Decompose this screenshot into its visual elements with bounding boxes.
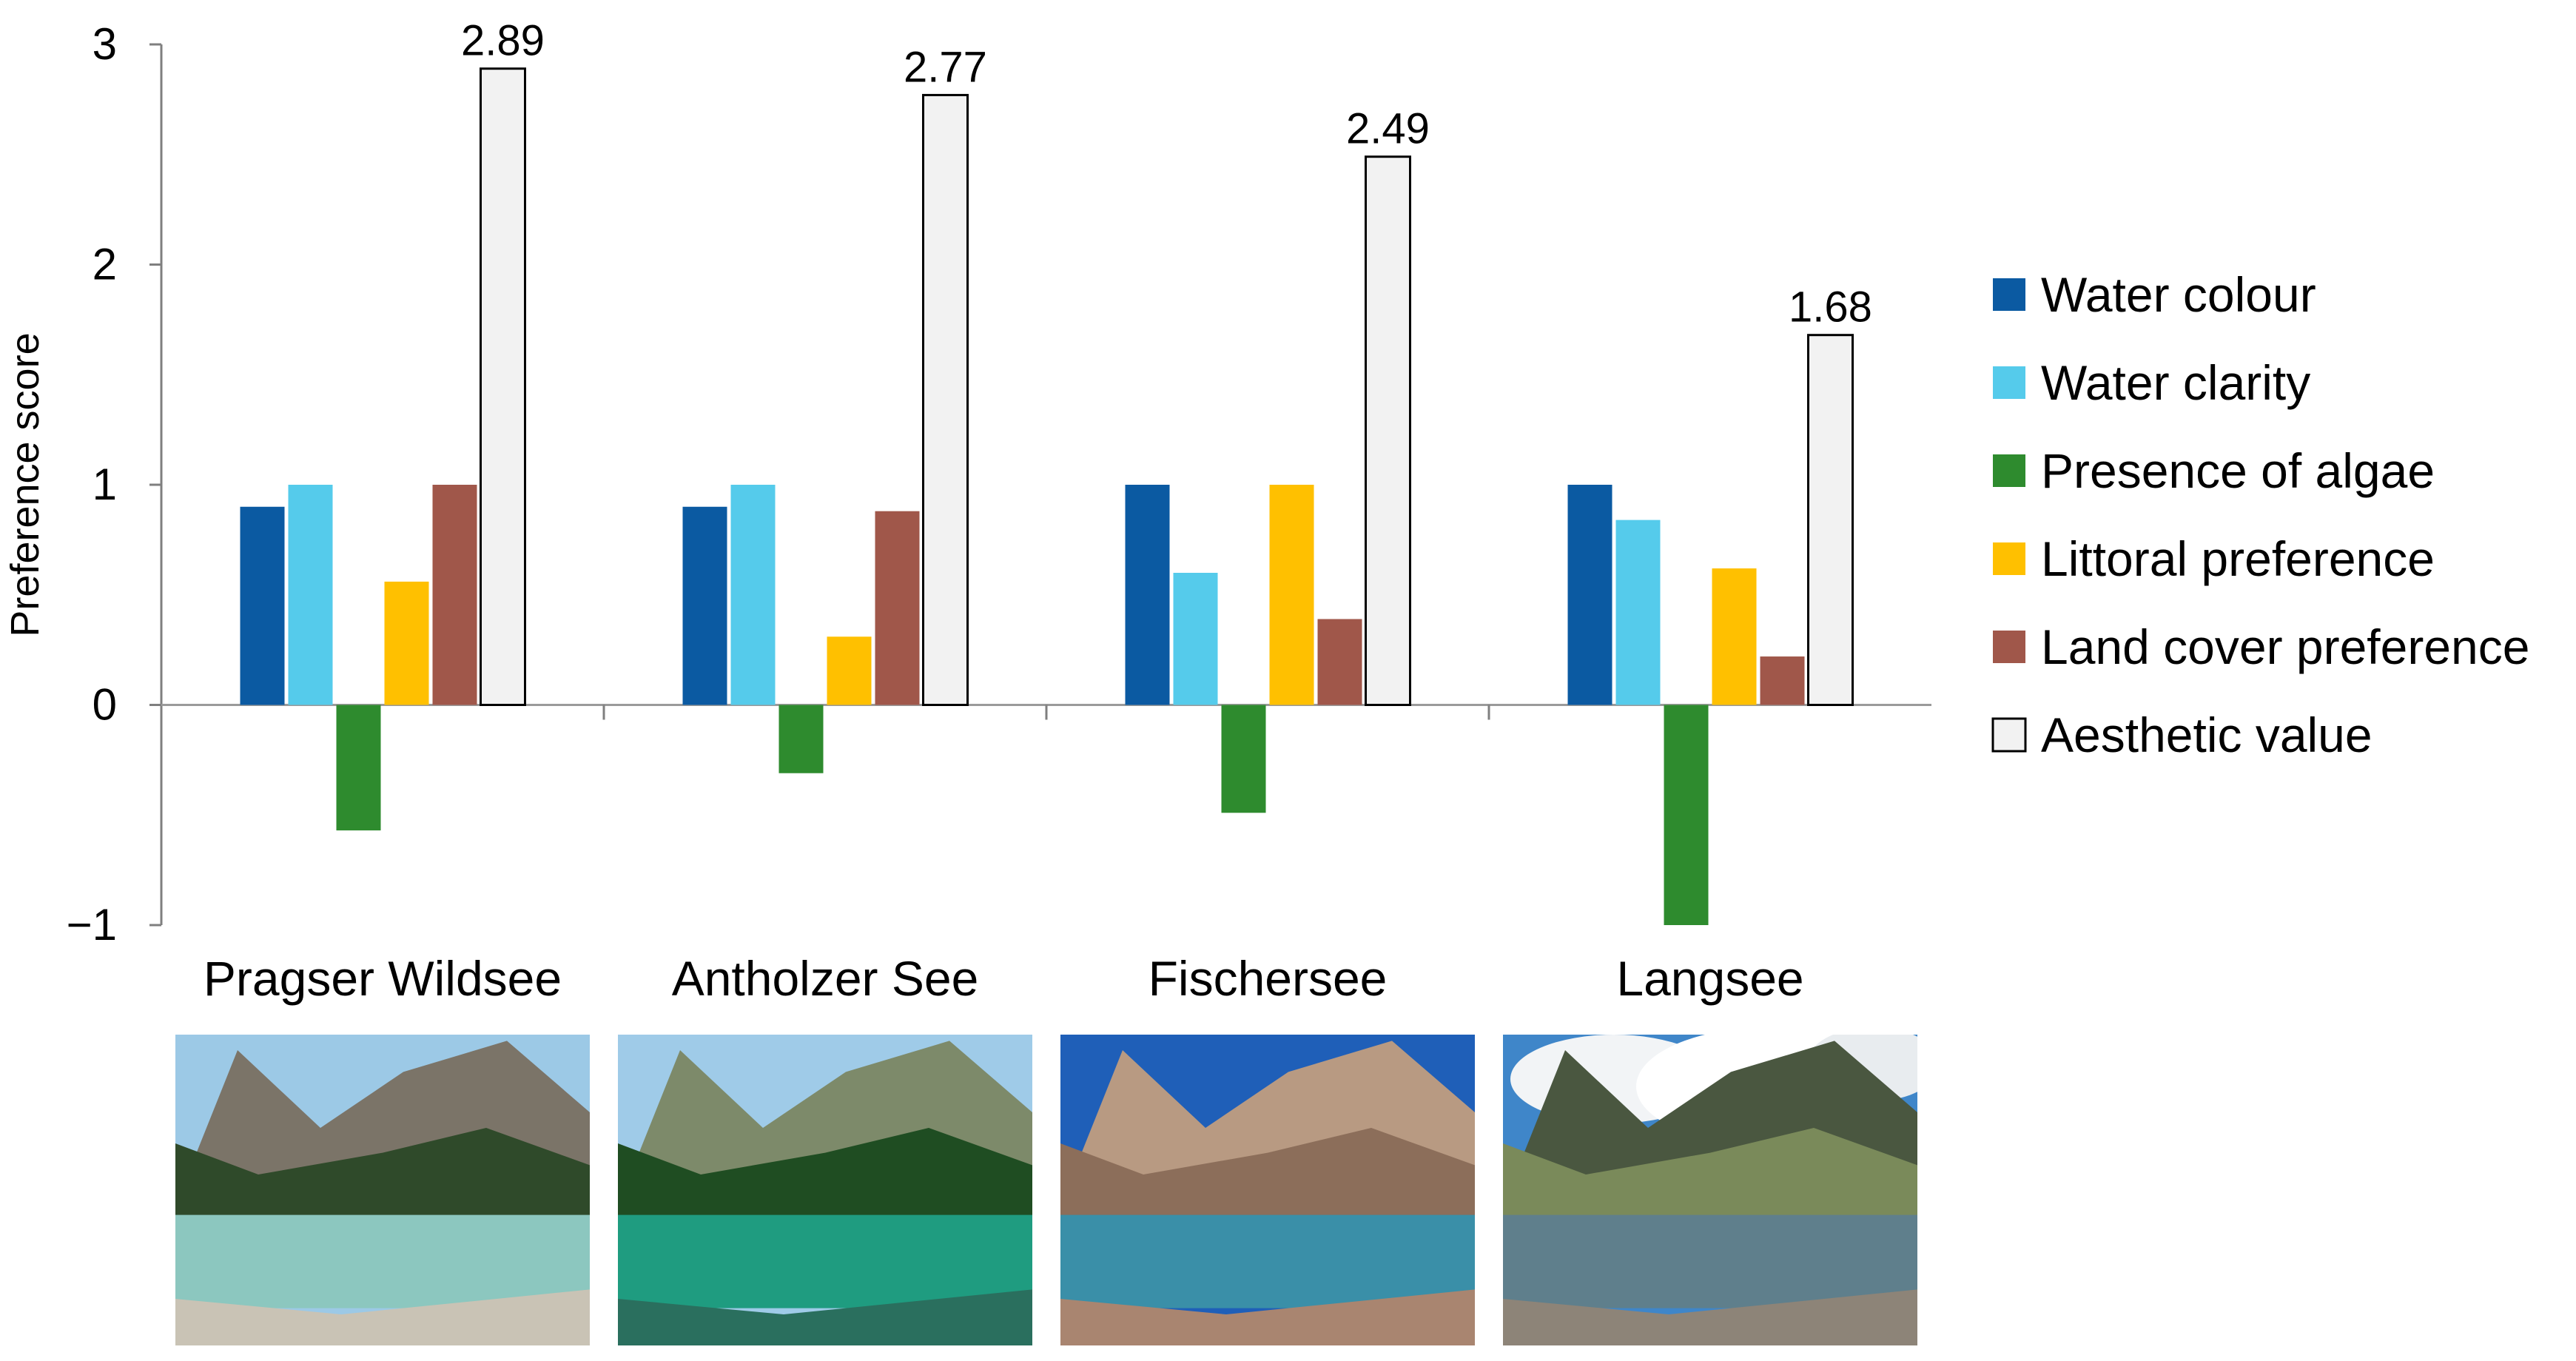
lake-photo <box>618 1035 1032 1345</box>
lake-photo <box>175 1035 590 1345</box>
legend-swatch <box>1993 278 2025 311</box>
y-tick-label: −1 <box>67 900 117 950</box>
bar-aesthetic-value <box>1807 334 1854 706</box>
bar-land-cover-preference <box>1760 656 1805 705</box>
bar-presence-of-algae <box>1664 705 1709 925</box>
lake-photo <box>1503 1035 1917 1345</box>
bar-water-colour <box>240 506 285 705</box>
bar-aesthetic-value <box>1365 155 1411 707</box>
lake-photo <box>1060 1035 1475 1345</box>
bar-land-cover-preference <box>432 485 477 705</box>
bar-littoral-preference <box>1269 485 1314 705</box>
y-tick-label: 3 <box>93 19 117 69</box>
category-label: Antholzer See <box>672 951 979 1006</box>
legend: Water colour Water clarity Presence of alg… <box>1991 267 2529 762</box>
bar-water-clarity <box>1173 573 1218 705</box>
bar-presence-of-algae <box>778 705 824 773</box>
category-label: Langsee <box>1616 951 1803 1006</box>
bar-littoral-preference <box>827 636 872 705</box>
bar-water-colour <box>682 506 727 705</box>
bar-water-clarity <box>1615 520 1661 705</box>
legend-swatch <box>1991 717 2027 753</box>
legend-label: Water colour <box>2041 267 2316 322</box>
bars <box>240 67 1854 925</box>
bar-littoral-preference <box>1712 568 1757 705</box>
data-label: 2.49 <box>1346 105 1430 153</box>
y-tick-label: 2 <box>93 240 117 289</box>
bar-land-cover-preference <box>1317 619 1362 705</box>
labels: 2.89 Pragser Wildsee 2.77 Antholzer See 2.49… <box>204 17 1872 1006</box>
bar-presence-of-algae <box>336 705 381 831</box>
y-tick-label: 1 <box>93 460 117 509</box>
bar-water-clarity <box>730 485 776 705</box>
category-label: Fischersee <box>1149 951 1388 1006</box>
legend-label: Littoral preference <box>2041 531 2435 586</box>
legend-swatch <box>1993 366 2025 399</box>
legend-swatch <box>1993 542 2025 575</box>
data-label: 1.68 <box>1789 283 1872 332</box>
data-label: 2.89 <box>461 17 545 65</box>
y-axis-label: Preference score <box>3 332 47 636</box>
category-label: Pragser Wildsee <box>204 951 562 1006</box>
legend-label: Water clarity <box>2041 355 2310 410</box>
bar-littoral-preference <box>384 581 429 705</box>
bar-presence-of-algae <box>1221 705 1266 813</box>
legend-label: Presence of algae <box>2041 443 2435 498</box>
bar-land-cover-preference <box>875 511 920 705</box>
bar-water-colour <box>1567 485 1612 705</box>
legend-swatch <box>1993 454 2025 487</box>
photos <box>175 1035 1917 1345</box>
legend-label: Aesthetic value <box>2041 708 2372 762</box>
data-label: 2.77 <box>904 43 987 91</box>
y-tick-label: 0 <box>93 680 117 730</box>
bar-water-colour <box>1125 485 1170 705</box>
legend-swatch <box>1993 631 2025 663</box>
bar-aesthetic-value <box>922 93 969 707</box>
legend-label: Land cover preference <box>2041 619 2529 674</box>
bar-aesthetic-value <box>480 67 526 707</box>
bar-water-clarity <box>288 485 333 705</box>
